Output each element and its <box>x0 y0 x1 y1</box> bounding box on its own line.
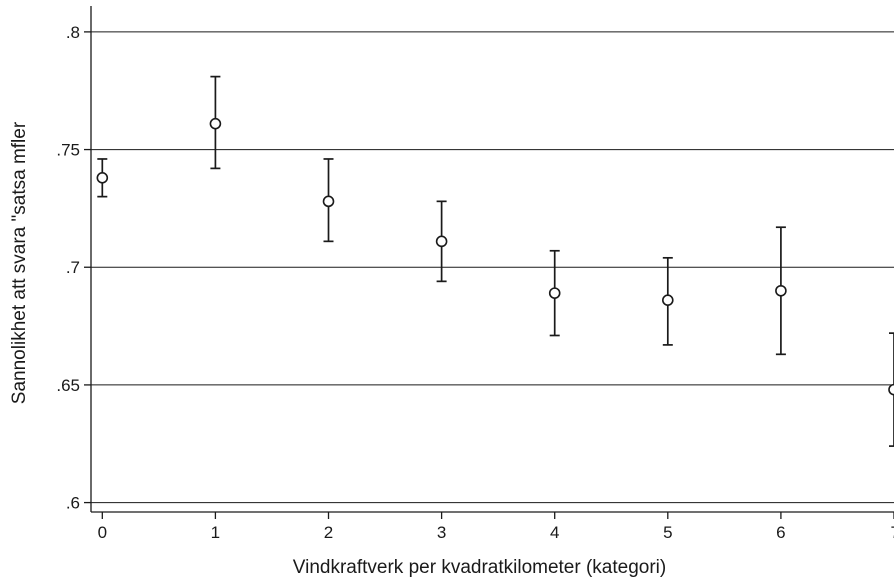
point-marker-1 <box>209 117 222 130</box>
data-point-group-1 <box>209 75 222 170</box>
point-marker-2 <box>322 195 335 208</box>
y-tick-label-3: .75 <box>56 141 80 160</box>
data-point-group-3 <box>435 200 448 283</box>
x-axis-label: Vindkraftverk per kvadratkilometer (kate… <box>293 557 666 578</box>
axes <box>84 6 894 519</box>
x-tick-label-0: 0 <box>98 523 107 542</box>
x-tick-label-4: 4 <box>550 523 559 542</box>
tick-labels: .6 .65 .7 .75 .8 0 1 2 3 4 5 6 7 <box>56 23 894 542</box>
point-marker-0 <box>96 172 109 184</box>
y-tick-label-2: .7 <box>66 258 80 277</box>
data-point-group-7 <box>888 332 894 447</box>
point-marker-3 <box>435 235 448 248</box>
gridlines <box>91 31 894 504</box>
x-tick-label-2: 2 <box>324 523 333 542</box>
y-tick-label-0: .6 <box>66 494 80 513</box>
y-axis-label: Sannolikhet att svara "satsa mﬂer <box>9 121 30 404</box>
y-tick-label-4: .8 <box>66 23 80 42</box>
x-tick-label-5: 5 <box>663 523 672 542</box>
y-tick-label-1: .65 <box>56 376 80 395</box>
point-marker-6 <box>775 284 787 297</box>
data-point-group-4 <box>548 249 561 337</box>
x-tick-label-1: 1 <box>211 523 220 542</box>
point-marker-4 <box>548 287 561 299</box>
data-point-group-5 <box>662 256 674 346</box>
point-marker-7 <box>888 383 894 396</box>
data-point-group-2 <box>322 158 335 243</box>
x-tick-label-7: 7 <box>891 523 894 542</box>
data-point-group-6 <box>775 226 787 356</box>
x-tick-label-3: 3 <box>437 523 446 542</box>
x-tick-label-6: 6 <box>776 523 785 542</box>
data-marks <box>96 75 894 447</box>
data-point-group-0 <box>96 158 109 198</box>
point-marker-5 <box>662 294 674 306</box>
